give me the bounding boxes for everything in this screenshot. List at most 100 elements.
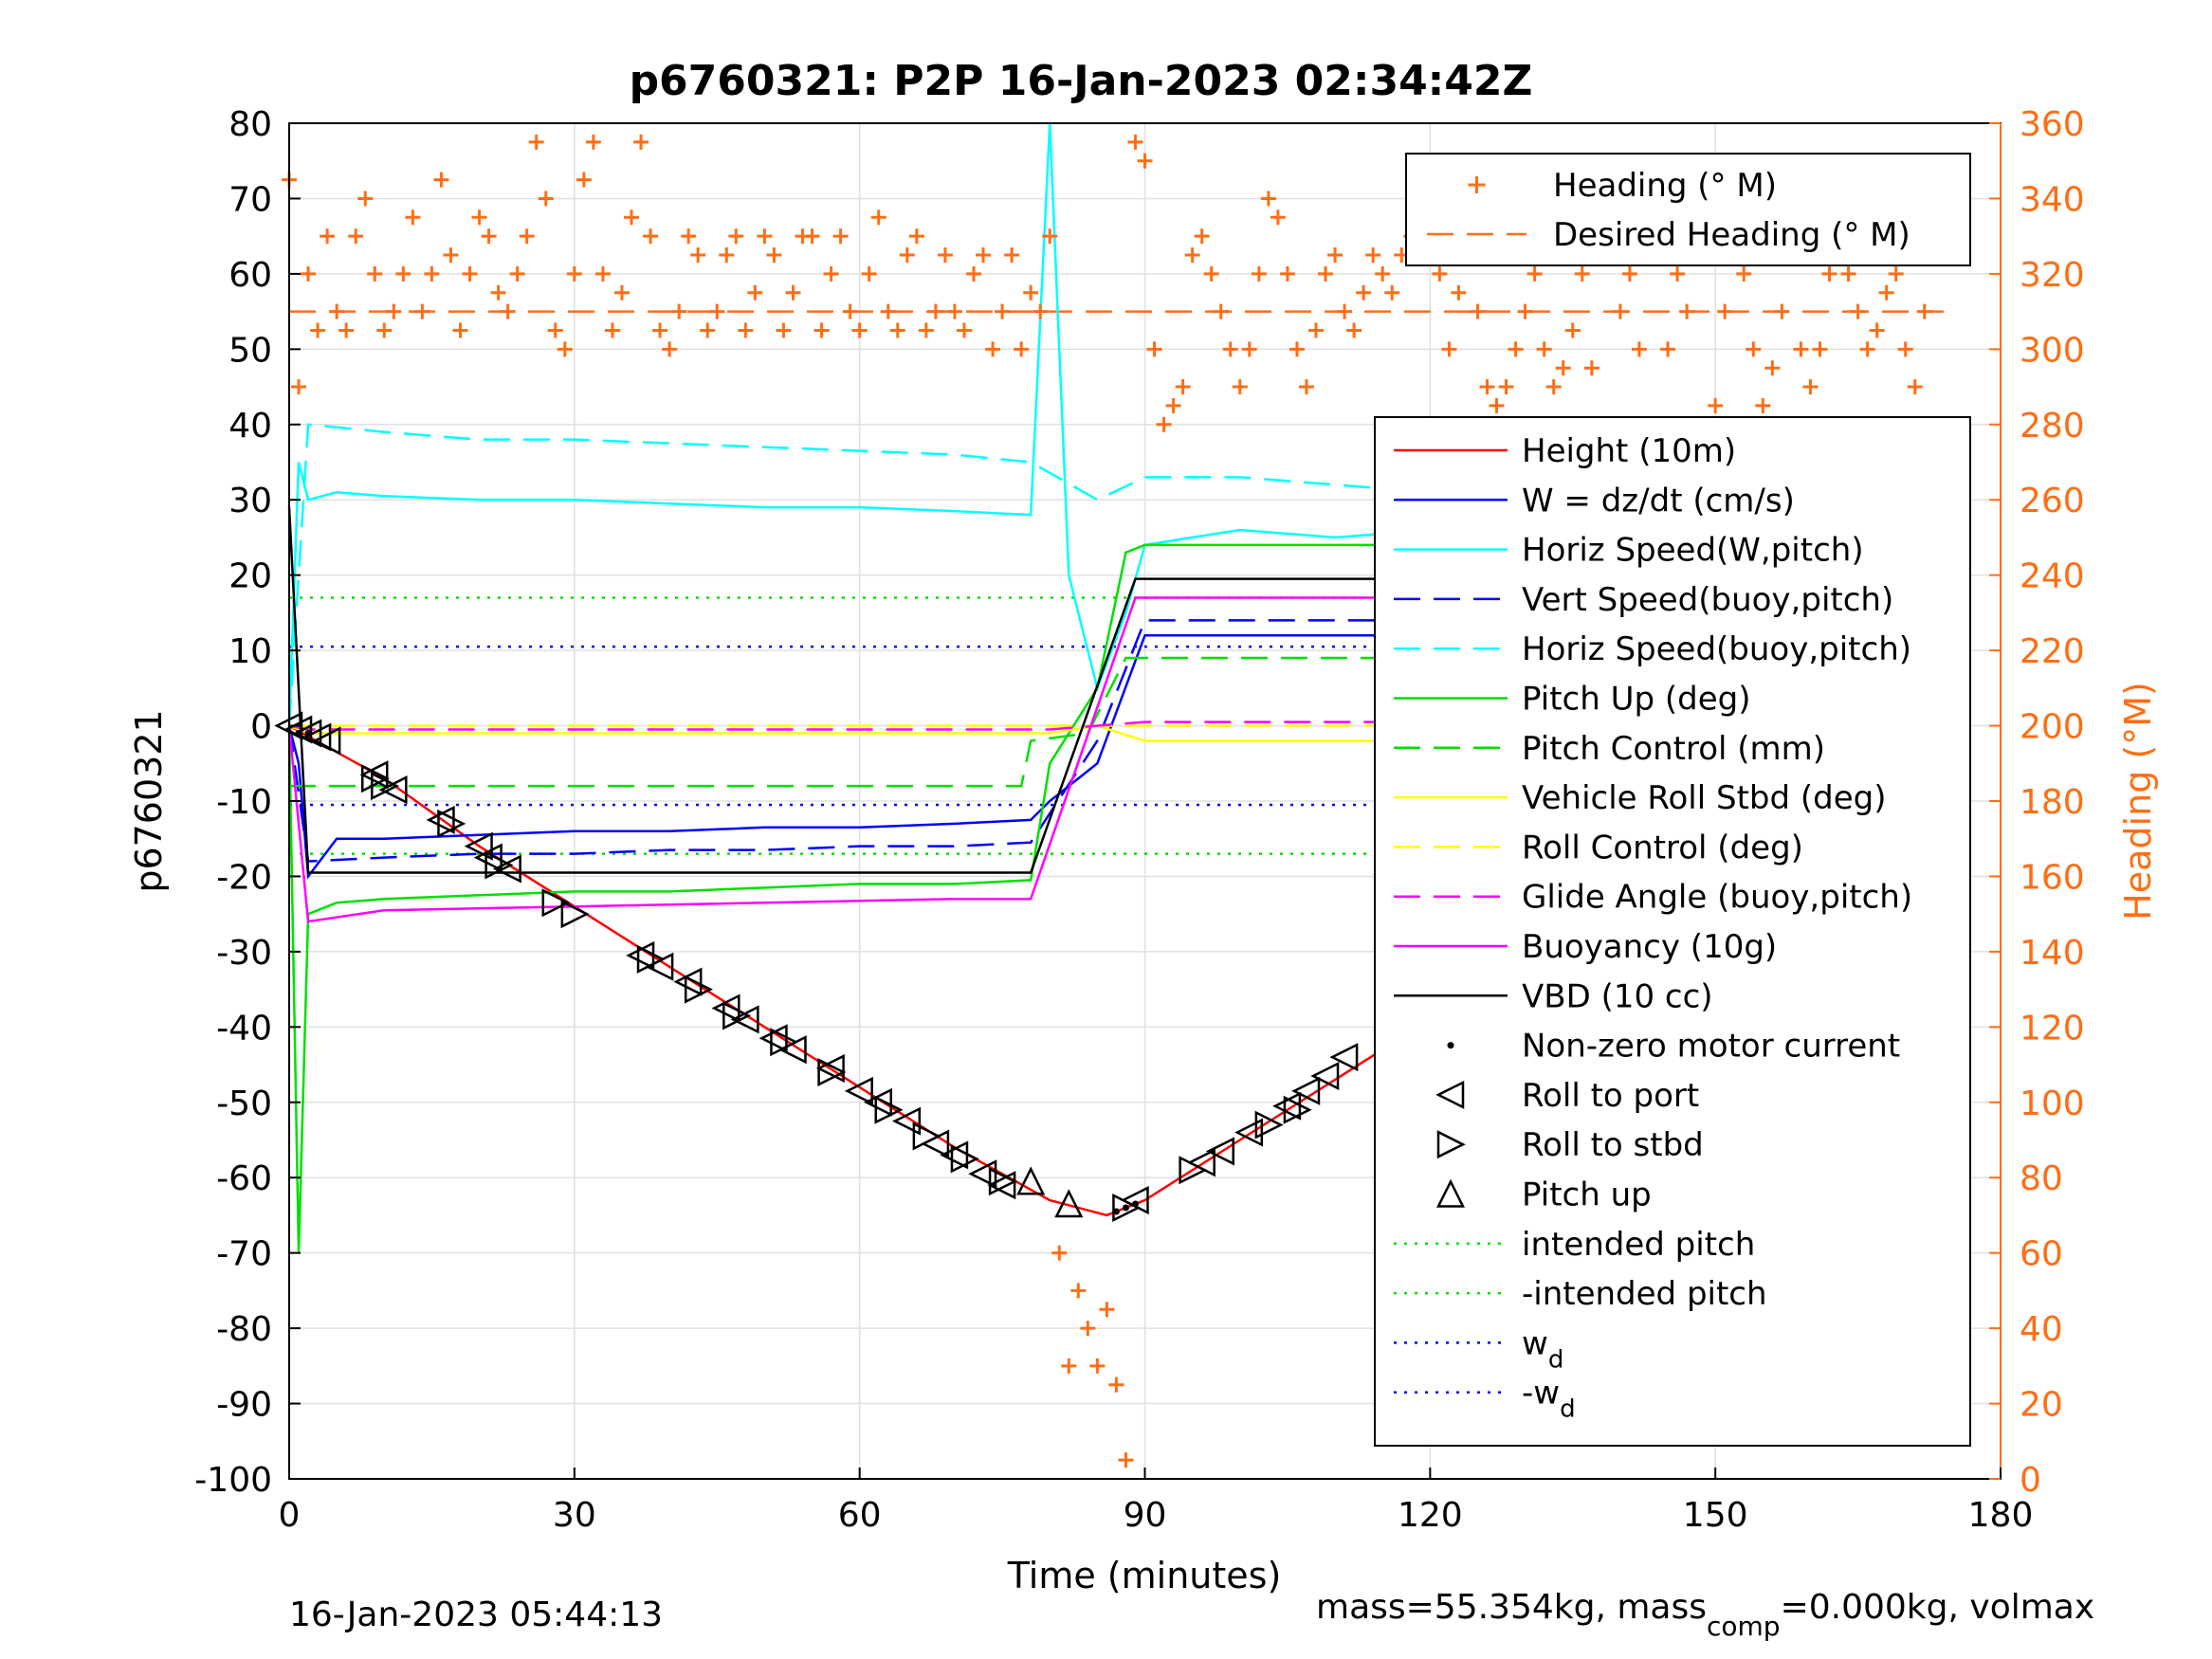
heading-point [652, 322, 668, 338]
heading-point [1583, 360, 1600, 376]
heading-point [832, 228, 849, 245]
roll-to-stbd-marker [722, 1001, 752, 1030]
legend-heading-label: Heading (° M) [1553, 167, 1777, 205]
y-left-tick-label: -40 [216, 1009, 272, 1048]
heading-point [310, 322, 326, 338]
legend-main-label-text: intended pitch [1522, 1226, 1755, 1264]
heading-point [1127, 134, 1143, 150]
y-right-tick-label: 200 [2020, 708, 2085, 747]
roll-to-stbd-marker [912, 1121, 941, 1151]
roll-to-stbd-marker [770, 1028, 799, 1057]
legend-glyph [1435, 1080, 1465, 1109]
legend-main: Height (10m) W = dz/dt (cm/s) Horiz Speed(… [1374, 416, 1971, 1447]
heading-point [1042, 228, 1058, 245]
heading-point [1023, 284, 1039, 301]
legend-main-label-text: Pitch up [1522, 1176, 1652, 1214]
y-left-tick-label: -100 [194, 1461, 272, 1500]
heading-point [509, 265, 525, 282]
legend-heading-label: Desired Heading (° M) [1553, 216, 1910, 254]
roll-to-port-marker [464, 831, 493, 861]
roll-to-stbd-marker [636, 944, 666, 974]
heading-point [1222, 341, 1238, 357]
heading-point [1327, 247, 1344, 264]
heading-point [1907, 379, 1923, 395]
heading-point [709, 303, 725, 319]
heading-point [338, 322, 355, 338]
heading-point [1470, 303, 1486, 319]
y-left-tick-label: -10 [216, 783, 272, 822]
legend-main-item: Horiz Speed(buoy,pitch) [1394, 630, 1911, 668]
legend-main-label-text: Vehicle Roll Stbd (deg) [1522, 779, 1887, 817]
roll-to-port-marker [1205, 1137, 1234, 1166]
roll-to-port-marker [968, 1159, 997, 1189]
heading-point [1346, 322, 1362, 338]
motor-current-dot [304, 730, 312, 737]
heading-point [1755, 397, 1771, 413]
legend-main-label: Pitch up [1522, 1176, 1652, 1214]
y-axis-left-label: p6760321 [128, 709, 170, 892]
motor-current-dot [1131, 1200, 1139, 1208]
legend-main-label: wd [1522, 1324, 1563, 1374]
legend-main-item: Vert Speed(buoy,pitch) [1394, 581, 1893, 619]
heading-point [1080, 1321, 1096, 1337]
heading-point [889, 322, 905, 338]
pitch-up-marker [1054, 1189, 1084, 1218]
y-right-tick-label: 360 [2020, 105, 2085, 144]
legend-heading-item: Desired Heading (° M) [1427, 216, 1910, 254]
roll-to-port-marker [844, 1076, 873, 1105]
y-right-tick-label: 0 [2020, 1461, 2041, 1500]
footer-mass: mass=55.354kg, masscomp=0.000kg, volmax [1316, 1588, 2094, 1642]
heading-point [376, 322, 393, 338]
heading-point [671, 303, 687, 319]
heading-point [814, 322, 830, 338]
heading-point [1555, 360, 1571, 376]
roll-to-stbd-marker [541, 888, 571, 918]
heading-point [452, 322, 468, 338]
heading-point [1517, 303, 1533, 319]
heading-point [471, 210, 487, 226]
legend-main-label: Roll to port [1522, 1077, 1699, 1115]
heading-point [870, 210, 887, 226]
legend-main-label: Non-zero motor current [1522, 1028, 1900, 1066]
x-tick-label: 90 [1124, 1496, 1167, 1535]
y-right-tick-label: 180 [2020, 783, 2085, 822]
roll-to-port-marker [1234, 1118, 1264, 1147]
heading-point [1802, 379, 1819, 395]
roll-to-stbd-marker [1283, 1095, 1312, 1124]
y-left-tick-label: -50 [216, 1085, 272, 1123]
legend-main-label-sub: d [1560, 1395, 1576, 1424]
legend-main-item: Roll to stbd [1436, 1126, 1704, 1164]
y-right-tick-label: 240 [2020, 557, 2085, 596]
heading-point [1859, 341, 1875, 357]
legend-main-label-text: Roll Control (deg) [1522, 829, 1803, 866]
legend-main-item: VBD (10 cc) [1394, 977, 1713, 1015]
x-tick-label: 120 [1398, 1496, 1463, 1535]
y-right-tick-label: 260 [2020, 482, 2085, 520]
series-glide-angle-buoy-pitch- [288, 720, 1944, 731]
roll-to-port-marker [673, 967, 703, 996]
roll-to-stbd-marker [1112, 1193, 1142, 1223]
legend-main-item: Vehicle Roll Stbd (deg) [1394, 779, 1887, 817]
heading-point [1574, 265, 1590, 282]
roll-to-stbd-marker [950, 1144, 979, 1174]
axis-ticks: 0 30 60 90 120 150 18080706050403020100-10-20-… [194, 105, 2084, 1535]
heading-point [1432, 265, 1448, 282]
y-left-tick-label: 80 [229, 105, 272, 144]
y-right-tick-label: 320 [2020, 256, 2085, 295]
y-left-tick-label: 60 [229, 256, 272, 295]
heading-point [613, 284, 630, 301]
legend-main-label: Pitch Up (deg) [1522, 681, 1750, 719]
heading-point [1670, 265, 1686, 282]
roll-to-port-marker [312, 726, 341, 756]
legend-heading-box [1405, 153, 1971, 266]
heading-point [414, 303, 430, 319]
heading-point [785, 284, 801, 301]
legend-main-item: W = dz/dt (cm/s) [1394, 482, 1795, 520]
legend-main-label: Horiz Speed(buoy,pitch) [1522, 630, 1911, 668]
y-right-tick-label: 280 [2020, 407, 2085, 446]
heading-point [1118, 1452, 1134, 1468]
roll-to-port-marker [987, 1171, 1016, 1200]
heading-point [1137, 153, 1153, 169]
legend-main-label-text: Pitch Control (mm) [1522, 730, 1825, 768]
heading-point [1508, 341, 1524, 357]
